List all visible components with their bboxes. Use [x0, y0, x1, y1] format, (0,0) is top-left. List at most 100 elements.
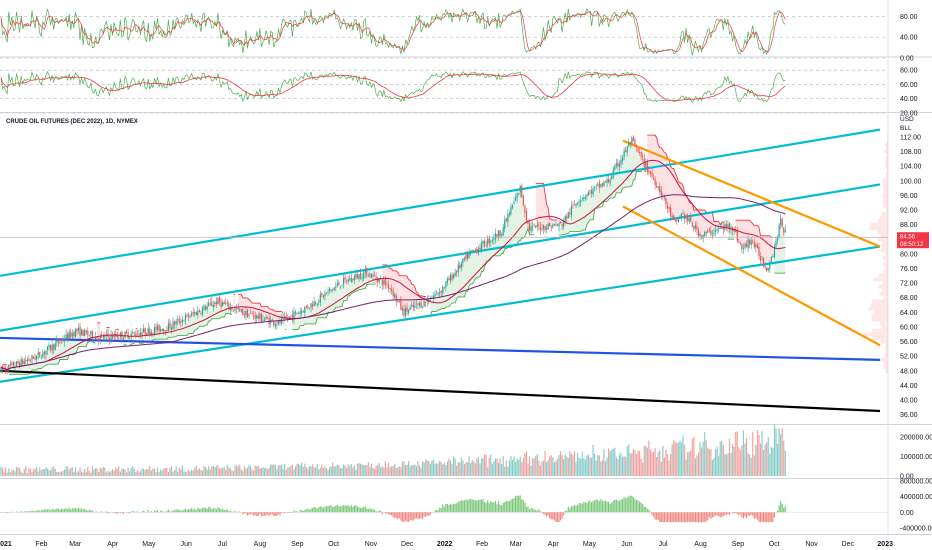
volume-profile-bar — [877, 237, 888, 242]
oscillator-bar — [721, 512, 723, 517]
oscillator-bar — [490, 501, 492, 513]
candle-body — [524, 205, 526, 213]
candle — [104, 332, 106, 342]
candle — [778, 223, 780, 239]
candle — [51, 340, 53, 355]
candle-body — [48, 344, 50, 348]
candle-body — [707, 230, 709, 233]
oscillator-bar — [160, 510, 162, 513]
candle — [392, 287, 394, 301]
oscillator-bar — [90, 510, 92, 513]
oscillator-bar — [332, 506, 334, 513]
candle-body — [46, 346, 49, 351]
oscillator-bar — [184, 508, 187, 513]
candle-body — [418, 302, 421, 307]
candle — [403, 304, 405, 318]
candle-body — [670, 207, 672, 217]
volume-bar — [364, 464, 366, 476]
candle-body — [186, 314, 188, 315]
candle-body — [401, 308, 404, 311]
candle-body — [248, 314, 250, 317]
volume-bar — [209, 469, 211, 476]
candle — [479, 243, 481, 252]
candle — [260, 312, 262, 323]
volume-bar — [178, 467, 180, 476]
stochastic-pane — [0, 7, 888, 59]
time-tick-label: Sep — [732, 541, 745, 548]
candle — [463, 256, 466, 262]
volume-bar — [676, 443, 678, 476]
candle-body — [56, 340, 58, 342]
oscillator-bar — [454, 503, 456, 513]
time-tick-label: Oct — [328, 541, 339, 548]
candle — [316, 302, 318, 308]
candle — [349, 274, 351, 281]
candle — [708, 227, 710, 233]
candle — [690, 212, 692, 223]
candle — [189, 313, 191, 319]
candle-body — [93, 339, 95, 341]
volume-profile-bar — [879, 292, 888, 296]
candle-body — [651, 173, 653, 177]
volume-bar — [215, 466, 218, 476]
candle-body — [773, 245, 776, 258]
candle-body — [322, 295, 324, 298]
candle — [685, 213, 687, 223]
volume-profile-bar — [882, 178, 888, 183]
candle-body — [778, 225, 780, 238]
time-axis[interactable]: 2021FebMarAprMayJunJulAugSepOctNovDec202… — [0, 541, 893, 548]
volume-bar — [586, 455, 588, 476]
rsi-tick-label: 80.00 — [900, 68, 918, 75]
candle-body — [42, 352, 44, 357]
candle — [631, 135, 633, 147]
volume-bar — [449, 460, 452, 476]
candle-body — [96, 336, 98, 339]
candle-body — [628, 142, 630, 147]
candle — [319, 290, 321, 307]
oscillator-bar — [697, 512, 700, 523]
oscillator-bar — [471, 499, 473, 513]
price-axis[interactable]: USD BLL 36.0040.0044.0048.0052.0056.0060… — [897, 14, 932, 533]
volume-bar — [380, 467, 382, 476]
candle-body — [364, 269, 366, 273]
price-tick-label: 100.00 — [900, 178, 922, 185]
volume-bar — [294, 466, 297, 476]
volume-bar — [192, 470, 194, 476]
candle-body — [139, 332, 142, 336]
candle — [222, 299, 224, 307]
candle-body — [172, 321, 174, 329]
candle-body — [350, 277, 352, 282]
rsi-tick-label: 20.00 — [900, 111, 918, 118]
candle-body — [68, 331, 70, 339]
oscillator-bar — [623, 497, 625, 513]
volume-bar — [606, 457, 608, 476]
candle — [108, 335, 111, 345]
volume-bar — [660, 461, 662, 476]
candle-body — [277, 320, 280, 325]
candle — [549, 222, 551, 227]
candle — [569, 208, 571, 218]
oscillator-bar — [646, 508, 648, 513]
volume-profile-bar — [877, 219, 888, 223]
volume-bar — [550, 455, 552, 476]
volume-bar — [88, 470, 90, 476]
oscillator-bar — [668, 512, 670, 523]
volume-bar — [5, 467, 7, 476]
volume-bar — [271, 464, 273, 476]
candle-body — [484, 241, 486, 246]
volume-bar — [291, 464, 293, 476]
oscillator-bar — [780, 500, 782, 513]
candle-body — [654, 179, 656, 185]
volume-bar — [501, 464, 503, 476]
oscillator-bar — [372, 508, 374, 513]
candle-body — [435, 292, 438, 293]
volume-bar — [716, 446, 718, 476]
volume-bar — [645, 445, 647, 476]
oscillator-bar — [59, 509, 61, 513]
candle-body — [79, 326, 81, 336]
candle-body — [260, 313, 262, 322]
supertrend-line — [129, 342, 135, 346]
oscillator-bar — [57, 508, 59, 513]
volume-bar — [473, 461, 475, 476]
